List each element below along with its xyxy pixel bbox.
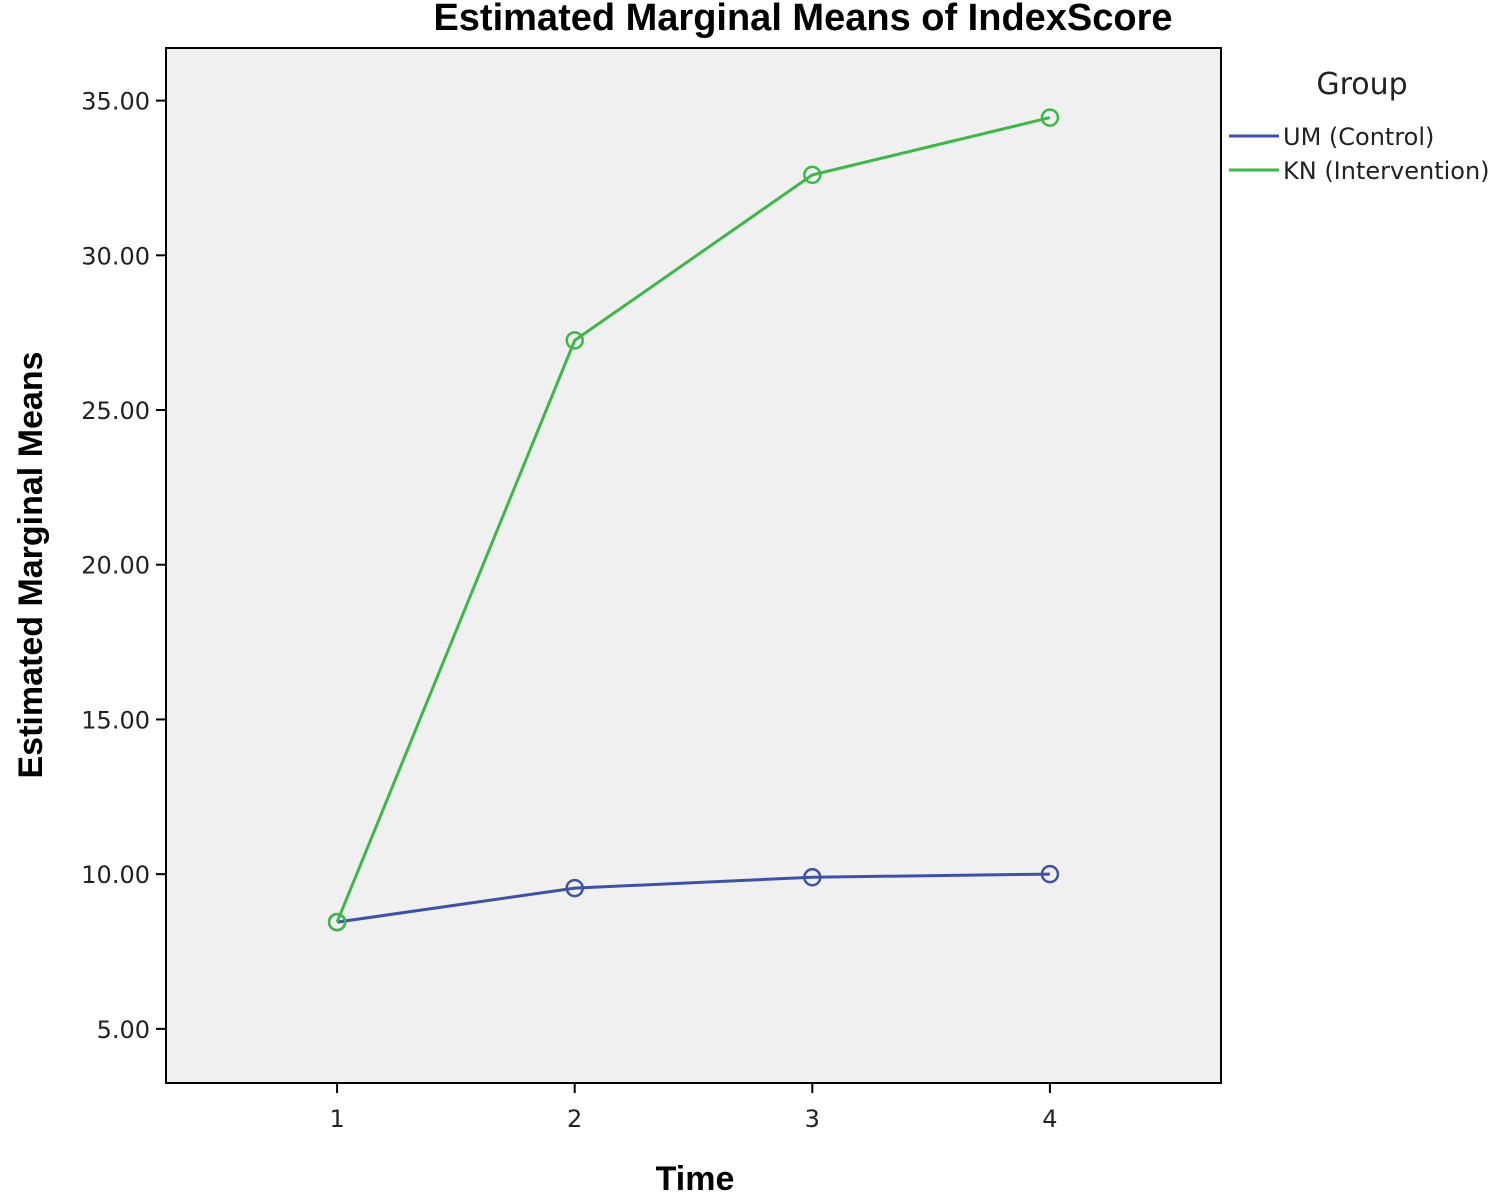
y-axis: 5.00 10.00 15.00 20.00 25.00 30.00 35.00 <box>81 88 166 1044</box>
legend-title: Group <box>1316 67 1407 102</box>
x-tick-label: 1 <box>329 1105 344 1133</box>
plot-area <box>165 47 1222 1084</box>
data-point-1-0 <box>327 912 347 932</box>
data-point-1-3 <box>1040 108 1060 127</box>
series-line-0 <box>336 872 1050 924</box>
legend-label-1: KN (Intervention) <box>1283 157 1490 185</box>
y-axis-label: Estimated Marginal Means <box>12 351 50 778</box>
x-axis: 1 2 3 4 <box>329 1083 1058 1133</box>
x-tick-label: 2 <box>567 1105 582 1133</box>
legend-label-0: UM (Control) <box>1283 123 1434 151</box>
x-tick-label: 3 <box>805 1105 820 1133</box>
chart-title: Estimated Marginal Means of IndexScore <box>433 0 1172 39</box>
y-tick-label: 5.00 <box>97 1016 150 1044</box>
y-tick-label: 15.00 <box>81 706 150 734</box>
x-tick-label: 4 <box>1042 1105 1057 1133</box>
y-tick-label: 20.00 <box>81 552 150 580</box>
y-tick-label: 25.00 <box>81 397 150 425</box>
data-point-0-3 <box>1040 864 1060 884</box>
y-tick-label: 10.00 <box>81 861 150 889</box>
y-tick-label: 35.00 <box>81 88 150 116</box>
series-line-1 <box>335 116 1051 923</box>
data-point-1-2 <box>803 165 822 185</box>
data-point-0-2 <box>803 867 822 887</box>
legend: Group UM (Control) KN (Intervention) <box>1229 67 1490 185</box>
legend-items: UM (Control) KN (Intervention) <box>1229 123 1490 185</box>
data-point-1-1 <box>565 331 584 350</box>
y-tick-label: 30.00 <box>81 242 150 270</box>
data-point-0-1 <box>565 878 584 898</box>
series-layer <box>327 108 1060 932</box>
x-axis-label: Time <box>656 1160 735 1195</box>
